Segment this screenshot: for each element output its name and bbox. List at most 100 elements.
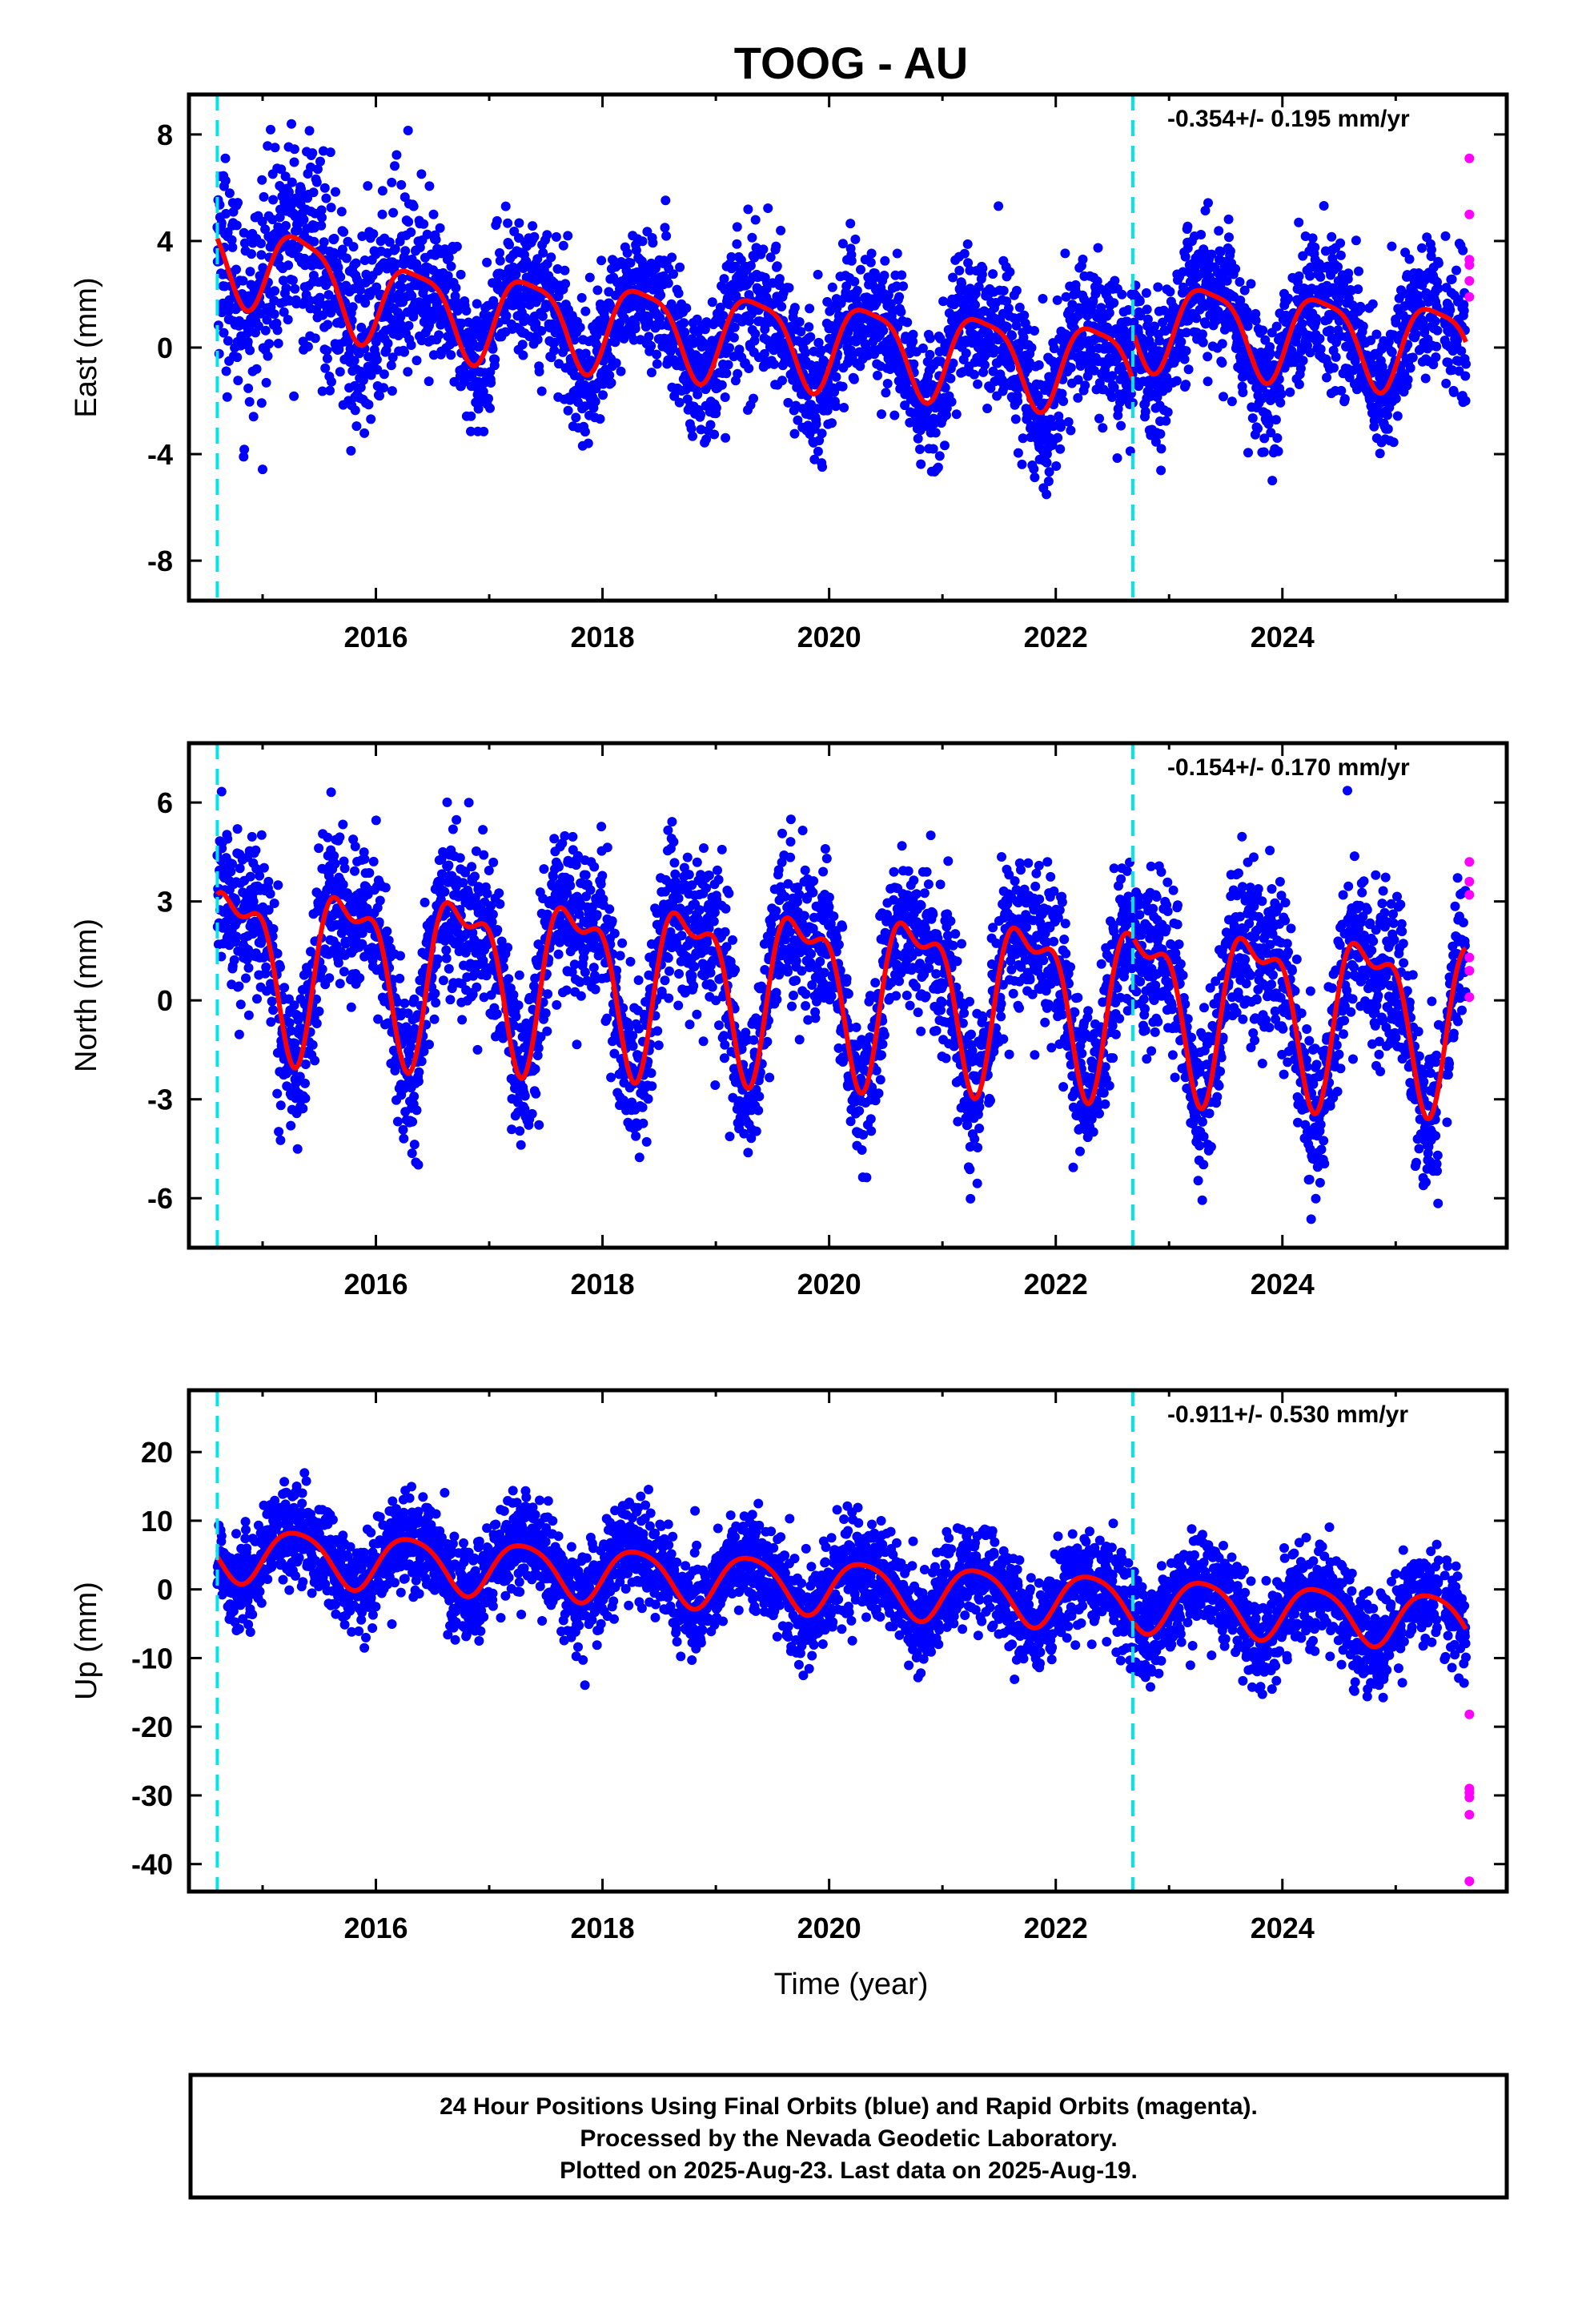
data-point — [409, 1140, 420, 1150]
data-point — [298, 1104, 308, 1114]
data-point — [272, 1088, 283, 1099]
y-axis-label: East (mm) — [70, 277, 103, 417]
data-point — [273, 880, 283, 891]
data-point — [933, 462, 943, 472]
data-point — [382, 926, 392, 936]
data-point — [1176, 336, 1186, 347]
data-point — [388, 207, 399, 218]
data-point — [908, 329, 918, 340]
data-point — [222, 392, 232, 402]
data-point — [375, 895, 385, 906]
data-point — [1325, 325, 1335, 336]
data-point — [1106, 392, 1117, 402]
data-point — [272, 325, 283, 336]
data-point — [1073, 375, 1083, 385]
data-point — [1042, 489, 1052, 500]
data-point — [458, 878, 468, 888]
data-point — [245, 871, 255, 882]
data-point — [1066, 363, 1076, 373]
data-point — [711, 403, 721, 413]
data-point — [412, 1010, 423, 1020]
data-point — [1107, 371, 1118, 381]
data-point — [1207, 249, 1217, 259]
data-point — [503, 218, 513, 228]
data-point — [420, 897, 430, 907]
data-point — [1461, 359, 1471, 369]
data-point — [258, 464, 267, 475]
data-point — [457, 1015, 468, 1025]
data-point — [231, 931, 242, 942]
data-point — [1183, 364, 1194, 375]
x-tick-label: 2020 — [797, 621, 861, 653]
data-point — [267, 996, 277, 1007]
data-point — [258, 263, 268, 273]
data-point — [263, 905, 274, 915]
data-point — [357, 939, 367, 949]
data-point — [1253, 424, 1263, 434]
data-point — [1061, 292, 1071, 302]
data-point — [571, 412, 581, 423]
data-point — [692, 314, 702, 324]
data-point — [668, 343, 678, 353]
data-point — [1063, 416, 1074, 427]
data-point — [693, 389, 703, 400]
data-point — [529, 231, 540, 242]
data-point — [263, 141, 273, 151]
data-point — [281, 220, 291, 231]
data-point — [1219, 392, 1228, 402]
data-point — [1181, 328, 1191, 338]
data-point — [1383, 410, 1392, 420]
data-point — [1310, 242, 1320, 252]
data-point — [247, 831, 257, 842]
data-point — [1403, 375, 1413, 385]
data-point — [372, 903, 383, 913]
data-point — [549, 345, 560, 356]
data-point — [1263, 419, 1274, 429]
data-point — [357, 231, 367, 241]
data-point — [372, 364, 383, 375]
data-point — [532, 335, 543, 344]
data-point — [333, 262, 343, 272]
data-point — [1411, 329, 1421, 340]
data-point — [264, 339, 275, 349]
data-point — [259, 862, 269, 873]
data-point — [1315, 271, 1326, 282]
data-point — [552, 263, 563, 274]
data-point — [661, 195, 671, 206]
data-point — [622, 247, 632, 258]
data-point — [308, 187, 319, 198]
data-point — [696, 409, 706, 420]
data-point — [488, 909, 498, 919]
data-point — [307, 1039, 318, 1050]
data-point — [300, 1059, 311, 1069]
data-point — [901, 332, 911, 342]
data-point — [1162, 407, 1173, 417]
data-point — [317, 386, 327, 396]
data-point — [318, 146, 328, 156]
data-point — [963, 258, 974, 268]
data-point — [479, 850, 489, 860]
data-point — [434, 330, 444, 340]
data-point — [319, 183, 330, 193]
data-point — [467, 862, 477, 872]
data-point — [401, 1035, 411, 1045]
plot-area — [212, 94, 1475, 601]
data-point — [1329, 363, 1339, 373]
data-point — [850, 234, 861, 244]
data-point — [223, 834, 233, 844]
data-point — [220, 153, 231, 163]
y-tick-label: -4 — [147, 438, 173, 471]
data-point — [229, 955, 239, 965]
rapid-orbit-point — [1464, 153, 1475, 163]
rapid-orbit-point — [1464, 275, 1475, 286]
data-point — [846, 255, 857, 266]
data-point — [1354, 266, 1363, 276]
data-point — [1355, 304, 1366, 314]
data-point — [1126, 388, 1136, 399]
data-point — [1383, 336, 1394, 347]
data-point — [681, 303, 692, 313]
data-point — [1053, 432, 1063, 443]
data-point — [1311, 313, 1321, 324]
data-point — [492, 215, 502, 226]
